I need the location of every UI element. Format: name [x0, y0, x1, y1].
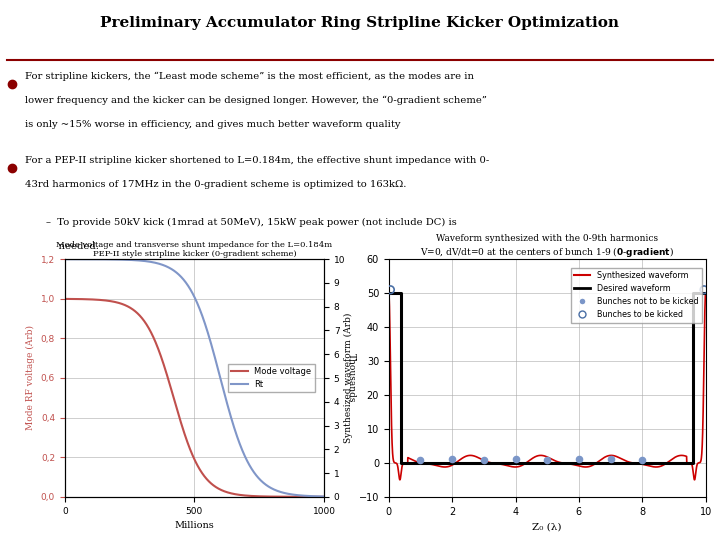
Desired waveform: [397, 460, 406, 466]
Bunches not to be kicked: [573, 455, 585, 464]
Bunches not to be kicked: [636, 455, 648, 464]
Desired waveform: [701, 290, 710, 296]
Text: Jefferson Lab: Jefferson Lab: [626, 519, 710, 531]
Mode voltage: [225, 490, 234, 496]
Rt: [257, 478, 266, 484]
Mode voltage: [320, 494, 328, 500]
Synthesized waveform: [506, 463, 515, 470]
Y-axis label: Thousands: Thousands: [347, 353, 356, 403]
Rt: [225, 410, 234, 417]
Text: For stripline kickers, the “Least mode scheme” is the most efficient, as the mod: For stripline kickers, the “Least mode s…: [24, 72, 474, 82]
Rt: [284, 490, 292, 497]
Bunches not to be kicked: [541, 456, 553, 464]
Desired waveform: [397, 290, 406, 296]
Mode voltage: [60, 296, 69, 302]
Synthesized waveform: [420, 460, 429, 467]
Legend: Mode voltage, Rt: Mode voltage, Rt: [228, 363, 315, 393]
Text: needed.: needed.: [46, 241, 99, 251]
Synthesized waveform: [520, 461, 528, 468]
Rt: [320, 493, 328, 500]
Legend: Synthesized waveform, Desired waveform, Bunches not to be kicked, Bunches to be : Synthesized waveform, Desired waveform, …: [571, 268, 701, 322]
Synthesized waveform: [384, 290, 393, 296]
X-axis label: Millions: Millions: [174, 521, 215, 530]
Text: lower frequency and the kicker can be designed longer. However, the “0-gradient : lower frequency and the kicker can be de…: [24, 96, 487, 105]
Bunches not to be kicked: [605, 455, 616, 463]
Mode voltage: [284, 494, 292, 500]
Text: For a PEP-II stripline kicker shortened to L=0.184m, the effective shunt impedan: For a PEP-II stripline kicker shortened …: [24, 156, 489, 165]
Desired waveform: [688, 290, 697, 296]
Rt: [218, 382, 227, 388]
Line: Synthesized waveform: Synthesized waveform: [389, 293, 706, 480]
Text: Preliminary Accumulator Ring Stripline Kicker Optimization: Preliminary Accumulator Ring Stripline K…: [101, 16, 619, 30]
Line: Desired waveform: Desired waveform: [389, 293, 706, 463]
Synthesized waveform: [661, 461, 670, 467]
Rt: [60, 256, 69, 262]
Rt: [76, 256, 85, 262]
Bunches not to be kicked: [478, 455, 490, 464]
Title: Waveform synthesized with the 0-9th harmonics
V=0, dV/dt=0 at the centers of bun: Waveform synthesized with the 0-9th harm…: [420, 234, 674, 259]
Bunches not to be kicked: [446, 455, 458, 463]
Mode voltage: [257, 493, 266, 500]
Desired waveform: [384, 290, 393, 296]
Desired waveform: [397, 290, 406, 296]
Synthesized waveform: [695, 460, 703, 466]
Synthesized waveform: [701, 290, 710, 296]
Text: 16: 16: [352, 518, 368, 532]
Line: Mode voltage: Mode voltage: [65, 299, 324, 497]
Bunches not to be kicked: [510, 455, 521, 463]
X-axis label: Z₀ (λ): Z₀ (λ): [533, 522, 562, 531]
Y-axis label: Mode RF voltage (Arb): Mode RF voltage (Arb): [26, 326, 35, 430]
Title: Mode voltage and transverse shunt impedance for the L=0.184m
PEP-II style stripl: Mode voltage and transverse shunt impeda…: [56, 241, 333, 259]
Desired waveform: [688, 290, 697, 296]
Desired waveform: [688, 460, 697, 466]
Text: 43rd harmonics of 17MHz in the 0-gradient scheme is optimized to 163kΩ.: 43rd harmonics of 17MHz in the 0-gradien…: [24, 179, 406, 188]
Text: –  To provide 50kV kick (1mrad at 50MeV), 15kW peak power (not include DC) is: – To provide 50kV kick (1mrad at 50MeV),…: [46, 218, 456, 227]
Synthesized waveform: [439, 464, 448, 470]
Y-axis label: Synthesized waveform (Arb): Synthesized waveform (Arb): [344, 313, 353, 443]
Synthesized waveform: [395, 477, 404, 483]
Text: is only ~15% worse in efficiency, and gives much better waveform quality: is only ~15% worse in efficiency, and gi…: [24, 120, 400, 129]
Mode voltage: [76, 296, 85, 302]
Bunches to be kicked: [384, 286, 396, 294]
Mode voltage: [211, 483, 220, 490]
Rt: [211, 356, 220, 362]
Mode voltage: [218, 487, 227, 494]
Line: Rt: Rt: [65, 259, 324, 496]
Bunches to be kicked: [698, 286, 710, 294]
Bunches not to be kicked: [415, 456, 426, 464]
